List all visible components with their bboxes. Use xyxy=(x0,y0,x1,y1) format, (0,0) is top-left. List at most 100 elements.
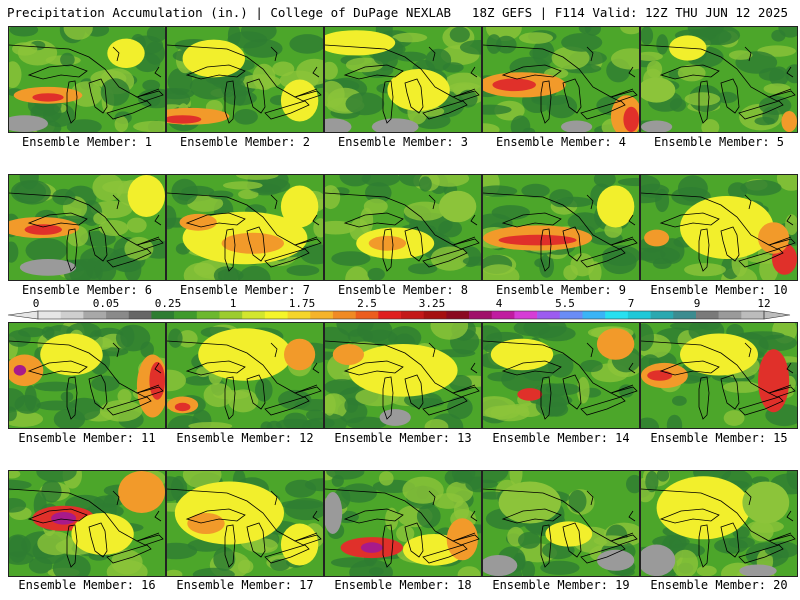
precip-feature xyxy=(325,118,352,132)
precip-feature xyxy=(545,521,593,547)
precip-feature xyxy=(641,544,676,576)
ensemble-map-panel xyxy=(640,470,798,577)
ensemble-map-panel xyxy=(482,174,640,281)
colorbar-min-arrow xyxy=(7,310,39,320)
ensemble-map-panel xyxy=(482,26,640,133)
colorbar-swatch xyxy=(310,311,334,319)
colorbar-swatch xyxy=(446,311,470,319)
geography-outlines xyxy=(483,192,638,272)
colorbar-swatch xyxy=(491,311,515,319)
colorbar-tick-label: 9 xyxy=(693,297,701,310)
precip-map xyxy=(641,471,797,576)
ensemble-member-label: Ensemble Member: 8 xyxy=(337,283,469,297)
precip-feature xyxy=(174,402,191,412)
precip-feature xyxy=(127,175,165,217)
colorbar xyxy=(7,310,791,320)
colorbar-swatch xyxy=(151,311,175,319)
ensemble-member-label: Ensemble Member: 6 xyxy=(21,283,153,297)
ensemble-map-panel xyxy=(166,174,324,281)
geography-outlines xyxy=(167,192,322,272)
precip-map xyxy=(641,323,797,428)
ensemble-member-label: Ensemble Member: 13 xyxy=(334,431,472,445)
precip-feature xyxy=(182,39,245,78)
colorbar-swatch xyxy=(627,311,651,319)
geography-outlines xyxy=(167,44,322,124)
geography-outlines xyxy=(325,340,480,420)
colorbar-swatch xyxy=(332,311,356,319)
colorbar-swatch xyxy=(741,311,765,319)
precip-feature xyxy=(742,481,790,524)
geography-outlines xyxy=(167,340,322,420)
colorbar-swatch xyxy=(673,311,697,319)
colorbar-swatch xyxy=(264,311,288,319)
precip-feature xyxy=(641,120,673,132)
ensemble-map-panel xyxy=(324,174,482,281)
precip-feature xyxy=(739,564,777,576)
precip-feature xyxy=(647,370,673,381)
precip-map xyxy=(325,175,481,280)
ensemble-map-panel xyxy=(640,322,798,429)
precip-feature xyxy=(325,30,396,56)
precip-feature xyxy=(596,549,635,571)
geography-outlines xyxy=(641,340,796,420)
colorbar-swatch xyxy=(695,311,719,319)
colorbar-tick-label: 0.05 xyxy=(92,297,120,310)
colorbar-tick-label: 5.5 xyxy=(555,297,575,310)
geography-outlines xyxy=(9,340,164,420)
precip-feature xyxy=(187,513,225,534)
precip-feature xyxy=(644,229,670,247)
colorbar-swatch xyxy=(60,311,84,319)
precip-feature xyxy=(71,513,134,555)
precip-feature xyxy=(446,518,478,561)
colorbar-swatch xyxy=(242,311,266,319)
ensemble-member-label: Ensemble Member: 12 xyxy=(176,431,314,445)
precip-map xyxy=(167,471,323,576)
precip-feature xyxy=(280,185,319,228)
colorbar-swatch xyxy=(196,311,220,319)
precip-feature xyxy=(492,78,536,92)
colorbar-tick-label: 3.25 xyxy=(418,297,446,310)
precip-map xyxy=(9,471,165,576)
precip-feature xyxy=(40,333,103,376)
ensemble-member-label: Ensemble Member: 20 xyxy=(650,578,788,592)
colorbar-swatch xyxy=(355,311,379,319)
precip-feature xyxy=(284,338,316,371)
precip-feature xyxy=(9,115,48,132)
colorbar-swatch xyxy=(83,311,107,319)
precip-feature xyxy=(680,333,758,376)
precip-feature xyxy=(371,118,419,132)
precip-feature xyxy=(561,120,593,132)
geography-outlines xyxy=(483,44,638,124)
ensemble-map-panel xyxy=(166,322,324,429)
precip-feature xyxy=(24,224,62,235)
ensemble-map-panel xyxy=(8,26,166,133)
colorbar-swatch xyxy=(378,311,402,319)
chart-title: Precipitation Accumulation (in.) | Colle… xyxy=(7,5,452,20)
ensemble-member-label: Ensemble Member: 5 xyxy=(653,135,785,149)
precip-map xyxy=(167,323,323,428)
colorbar-swatch xyxy=(174,311,198,319)
precip-feature xyxy=(758,349,790,413)
colorbar-swatch xyxy=(514,311,538,319)
colorbar-swatch xyxy=(219,311,243,319)
ensemble-map-panel xyxy=(8,322,166,429)
colorbar-tick-label: 0 xyxy=(32,297,40,310)
precip-feature xyxy=(781,111,797,132)
ensemble-member-label: Ensemble Member: 11 xyxy=(18,431,156,445)
precip-feature xyxy=(641,77,676,103)
colorbar-swatch xyxy=(537,311,561,319)
colorbar-swatch xyxy=(605,311,629,319)
precip-feature xyxy=(517,388,543,401)
precip-feature xyxy=(280,79,319,122)
precip-feature xyxy=(623,106,639,132)
precip-feature xyxy=(221,232,284,254)
precip-feature xyxy=(596,328,635,360)
colorbar-tick-label: 1 xyxy=(229,297,237,310)
precip-feature xyxy=(198,328,292,381)
colorbar-tick-label: 4 xyxy=(495,297,503,310)
precip-map xyxy=(167,27,323,132)
ensemble-member-label: Ensemble Member: 7 xyxy=(179,283,311,297)
precip-feature xyxy=(680,196,774,259)
precip-feature xyxy=(149,361,165,400)
precip-feature xyxy=(596,185,635,228)
